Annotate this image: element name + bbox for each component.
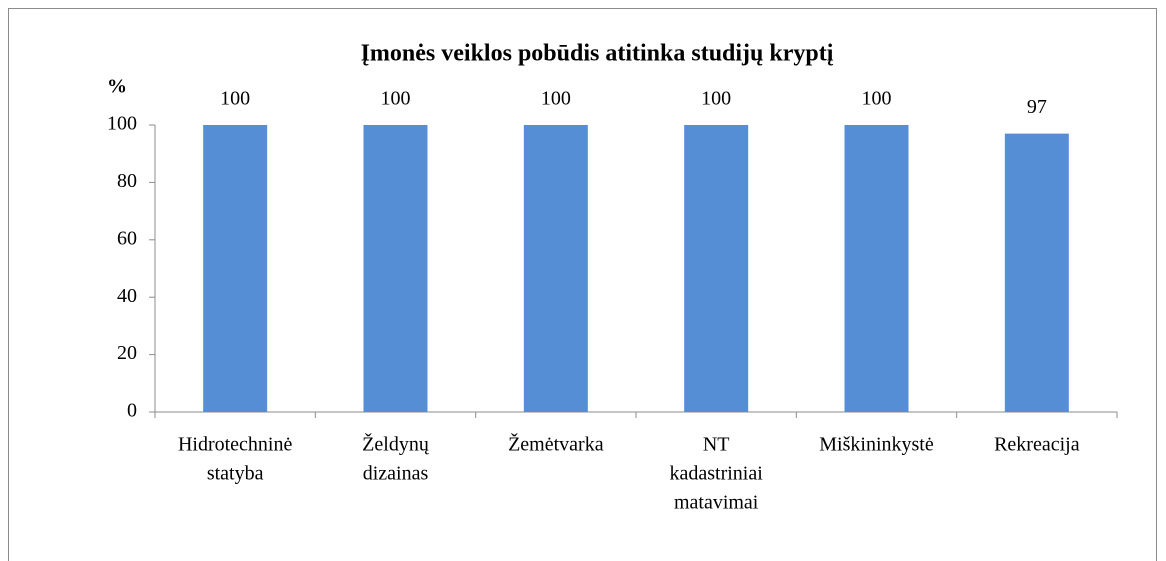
bar	[203, 125, 268, 412]
bar	[684, 125, 749, 412]
y-tick-label: 0	[127, 400, 137, 422]
y-tick-label: 80	[117, 170, 137, 192]
value-label: 100	[381, 88, 411, 110]
bar	[844, 125, 909, 412]
x-tick-label: dizainas	[363, 463, 429, 485]
value-label: 97	[1027, 96, 1047, 118]
x-tick-label: Miškininkystė	[819, 434, 934, 456]
value-label: 100	[541, 88, 571, 110]
bar	[1004, 133, 1069, 413]
x-tick-label: kadastriniai	[670, 463, 764, 485]
y-tick-label: 20	[117, 342, 137, 364]
x-tick-label: Žemėtvarka	[508, 433, 604, 456]
value-label: 100	[862, 88, 892, 110]
x-tick-label: matavimai	[674, 492, 759, 514]
x-tick-label: statyba	[207, 463, 264, 485]
x-tick-label: Hidrotechninė	[178, 434, 293, 456]
y-axis-label: %	[107, 76, 127, 98]
y-tick-label: 60	[117, 227, 137, 249]
value-label: 100	[220, 88, 250, 110]
bar	[363, 125, 428, 412]
chart-title: Įmonės veiklos pobūdis atitinka studijų …	[361, 41, 834, 67]
x-tick-label: NT	[703, 434, 730, 456]
chart-border	[8, 8, 1157, 561]
y-tick-label: 40	[117, 285, 137, 307]
bar	[523, 125, 588, 412]
y-tick-label: 100	[107, 113, 137, 135]
value-label: 100	[701, 88, 731, 110]
x-tick-label: Rekreacija	[994, 434, 1080, 456]
x-tick-label: Želdynų	[362, 433, 430, 456]
